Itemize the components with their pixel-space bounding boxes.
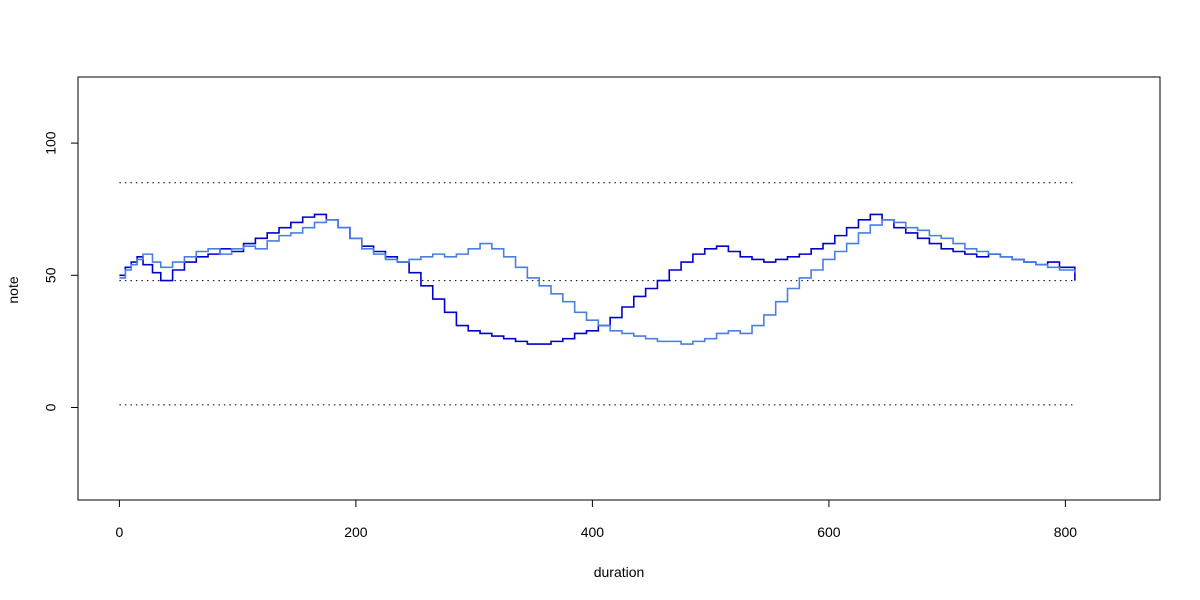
y-axis: 0 50 100: [43, 131, 79, 411]
x-axis-title: duration: [594, 564, 645, 580]
reference-lines: [119, 182, 1075, 406]
x-tick-label: 400: [581, 524, 605, 540]
plot-frame: [77, 76, 1161, 501]
y-tick-label: 100: [43, 131, 59, 155]
y-axis-title: note: [5, 276, 21, 303]
x-tick-label: 200: [344, 524, 368, 540]
series-line-2: [119, 218, 1076, 345]
x-tick-label: 800: [1054, 524, 1078, 540]
x-tick-label: 0: [115, 524, 123, 540]
series-layer: [119, 213, 1076, 345]
y-tick-label: 0: [43, 403, 59, 411]
y-tick-label: 50: [43, 267, 59, 283]
x-axis: 0 200 400 600 800: [115, 499, 1078, 540]
series-line-1: [119, 213, 1076, 345]
x-tick-label: 600: [817, 524, 841, 540]
